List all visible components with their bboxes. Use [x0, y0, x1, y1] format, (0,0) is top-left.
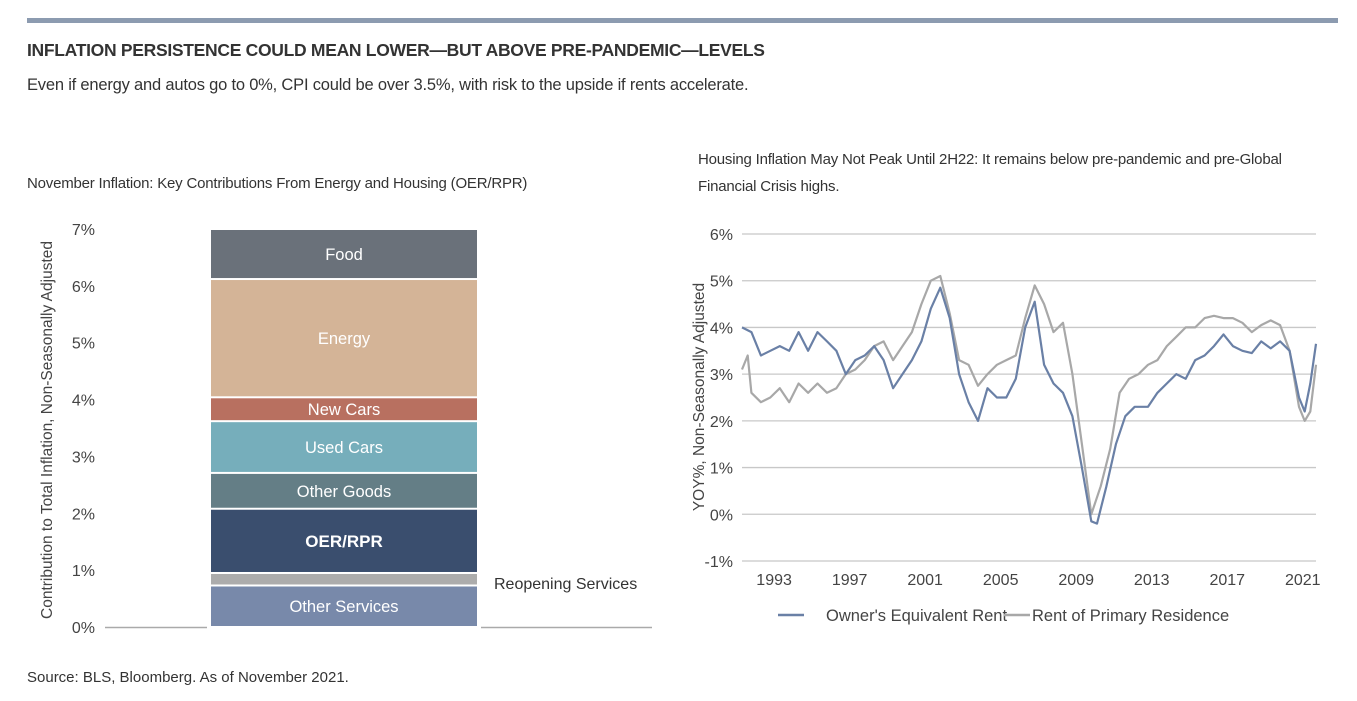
legend-label: Owner's Equivalent Rent: [826, 607, 1007, 625]
bar-segment-used-cars: [211, 422, 477, 472]
y-tick-label: 6%: [72, 279, 95, 296]
y-tick-label: 7%: [72, 222, 95, 239]
bar-segment-food: [211, 230, 477, 279]
y-tick-label: 4%: [710, 320, 733, 337]
page-subtitle: Even if energy and autos go to 0%, CPI c…: [27, 76, 749, 94]
y-tick-label: 2%: [72, 506, 95, 523]
y-axis-label: Contribution to Total Inflation, Non-Sea…: [39, 241, 56, 619]
y-tick-label: 0%: [710, 507, 733, 524]
y-tick-label: -1%: [705, 554, 733, 571]
x-tick-label: 2017: [1209, 572, 1245, 589]
x-tick-label: 2021: [1285, 572, 1321, 589]
y-tick-label: 4%: [72, 393, 95, 410]
legend-label: Rent of Primary Residence: [1032, 607, 1229, 625]
y-tick-label: 1%: [710, 461, 733, 478]
x-tick-label: 1993: [756, 572, 792, 589]
series-line-rent-of-primary-residence: [740, 274, 1318, 516]
x-tick-label: 2001: [907, 572, 943, 589]
bar-segment-oer-rpr: [211, 509, 477, 572]
segment-label: Other Goods: [297, 483, 391, 501]
segment-label: Other Services: [289, 598, 398, 616]
y-tick-label: 0%: [72, 620, 95, 637]
x-tick-label: 1997: [832, 572, 868, 589]
y-tick-label: 3%: [72, 449, 95, 466]
left-chart-title: November Inflation: Key Contributions Fr…: [27, 175, 528, 192]
bar-segment-new-cars: [211, 398, 477, 421]
x-tick-label: 2013: [1134, 572, 1170, 589]
segment-label: Food: [325, 246, 363, 264]
x-tick-label: 2009: [1058, 572, 1094, 589]
bar-segment-other-services: [211, 586, 477, 626]
y-axis-label: YOY%, Non-Seasonally Adjusted: [691, 283, 708, 511]
source-note: Source: BLS, Bloomberg. As of November 2…: [27, 669, 349, 686]
y-tick-label: 1%: [72, 563, 95, 580]
x-tick-label: 2005: [983, 572, 1019, 589]
y-tick-label: 2%: [710, 414, 733, 431]
top-accent-bar: [27, 18, 1338, 23]
y-tick-label: 6%: [710, 227, 733, 244]
segment-label: OER/RPR: [305, 532, 382, 551]
right-chart-title: Housing Inflation May Not Peak Until 2H2…: [698, 151, 1282, 195]
segment-label: Energy: [318, 330, 371, 348]
y-tick-label: 5%: [72, 336, 95, 353]
bar-segment-reopening-services: [211, 573, 477, 585]
segment-label: Used Cars: [305, 439, 383, 457]
bar-segment-energy: [211, 280, 477, 397]
series-line-owner-s-equivalent-rent: [741, 286, 1318, 525]
y-tick-label: 3%: [710, 367, 733, 384]
y-tick-label: 5%: [710, 274, 733, 291]
bar-segment-other-goods: [211, 473, 477, 508]
segment-label: New Cars: [308, 401, 380, 419]
segment-label: Reopening Services: [494, 576, 637, 593]
page-title: INFLATION PERSISTENCE COULD MEAN LOWER—B…: [27, 40, 765, 60]
